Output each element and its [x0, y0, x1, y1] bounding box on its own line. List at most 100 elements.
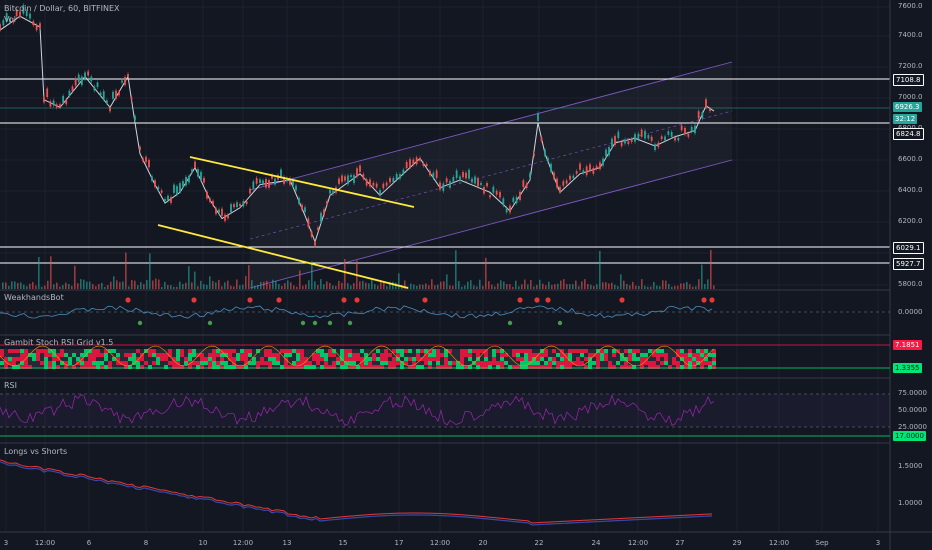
- grid-cell: [496, 349, 500, 353]
- gambit-title[interactable]: Gambit Stoch RSI Grid v1.5: [4, 338, 114, 347]
- grid-cell: [128, 349, 132, 353]
- grid-cell: [124, 353, 128, 357]
- volume-bar: [419, 284, 421, 289]
- longs-shorts-title[interactable]: Longs vs Shorts: [4, 447, 68, 456]
- grid-cell: [348, 353, 352, 357]
- grid-cell: [512, 349, 516, 353]
- volume-bar: [59, 286, 61, 289]
- grid-cell: [68, 357, 72, 361]
- candle-body: [562, 181, 565, 186]
- grid-cell: [548, 357, 552, 361]
- grid-cell: [64, 353, 68, 357]
- candle-body: [68, 90, 71, 96]
- level-badge-6029[interactable]: 6029.1: [893, 242, 924, 254]
- candle-body: [429, 171, 431, 176]
- grid-cell: [528, 353, 532, 357]
- volume-bar: [608, 283, 610, 289]
- rsi-title[interactable]: RSI: [4, 381, 17, 390]
- grid-cell: [676, 365, 680, 369]
- volume-bar: [587, 284, 589, 289]
- weakhands-title[interactable]: WeakhandsBot: [4, 293, 64, 302]
- grid-cell: [404, 365, 408, 369]
- volume-bar: [464, 285, 466, 289]
- grid-cell: [112, 365, 116, 369]
- grid-cell: [96, 365, 100, 369]
- candle-body: [151, 176, 153, 181]
- candle-body: [109, 107, 111, 112]
- grid-cell: [408, 349, 412, 353]
- grid-cell: [52, 365, 56, 369]
- grid-cell: [240, 357, 244, 361]
- grid-cell: [236, 349, 240, 353]
- candle-body: [93, 86, 96, 91]
- level-badge-7108[interactable]: 7108.8: [893, 74, 924, 86]
- grid-cell: [444, 349, 448, 353]
- volume-bar: [161, 286, 163, 289]
- level-badge-5927[interactable]: 5927.7: [893, 258, 924, 270]
- volume-bar: [470, 280, 472, 289]
- grid-cell: [596, 365, 600, 369]
- grid-cell: [264, 349, 268, 353]
- volume-bar: [251, 280, 253, 289]
- grid-cell: [568, 353, 572, 357]
- grid-cell: [68, 349, 72, 353]
- grid-cell: [96, 349, 100, 353]
- grid-cell: [408, 357, 412, 361]
- grid-cell: [280, 365, 284, 369]
- grid-cell: [508, 361, 512, 365]
- symbol-title[interactable]: Bitcoin / Dollar, 60, BITFINEX: [4, 4, 120, 13]
- grid-cell: [268, 361, 272, 365]
- signal-dot-red: [534, 297, 540, 303]
- longs-line: [0, 459, 713, 524]
- grid-cell: [48, 361, 52, 365]
- volume-bar: [605, 282, 607, 289]
- grid-cell: [616, 357, 620, 361]
- volume-bar: [287, 280, 289, 289]
- grid-cell: [92, 361, 96, 365]
- grid-cell: [456, 349, 460, 353]
- candle-body: [209, 198, 211, 202]
- candle-body: [634, 134, 636, 142]
- volume-bar: [80, 279, 82, 289]
- volume-bar: [431, 279, 433, 289]
- grid-cell: [164, 357, 168, 361]
- grid-cell: [20, 365, 24, 369]
- candle-body: [134, 116, 136, 121]
- ls-tick: 1.0000: [898, 499, 923, 507]
- candle-body: [432, 172, 435, 178]
- signal-dot-green: [557, 320, 563, 326]
- grid-cell: [140, 365, 144, 369]
- volume-bar: [2, 282, 4, 289]
- grid-cell: [632, 353, 636, 357]
- grid-cell: [356, 353, 360, 357]
- volume-bar: [713, 285, 715, 289]
- candle-body: [674, 136, 676, 141]
- grid-cell: [384, 349, 388, 353]
- grid-cell: [556, 353, 560, 357]
- volume-bar: [308, 280, 310, 289]
- volume-bar: [695, 286, 697, 289]
- candle-body: [12, 19, 15, 23]
- grid-cell: [620, 361, 624, 365]
- grid-cell: [120, 361, 124, 365]
- level-badge-6824[interactable]: 6824.8: [893, 128, 924, 140]
- grid-cell: [456, 365, 460, 369]
- grid-cell: [704, 349, 708, 353]
- volume-label[interactable]: Vol: [4, 15, 16, 24]
- candle-body: [274, 178, 276, 185]
- grid-cell: [116, 365, 120, 369]
- grid-cell: [480, 357, 484, 361]
- candle-body: [262, 180, 264, 185]
- candle-body: [206, 191, 208, 199]
- grid-cell: [376, 353, 380, 357]
- grid-cell: [452, 353, 456, 357]
- candle-body: [2, 20, 5, 26]
- grid-cell: [316, 361, 320, 365]
- grid-cell: [568, 357, 572, 361]
- grid-cell: [584, 349, 588, 353]
- grid-cell: [256, 357, 260, 361]
- grid-cell: [468, 361, 472, 365]
- grid-cell: [612, 361, 616, 365]
